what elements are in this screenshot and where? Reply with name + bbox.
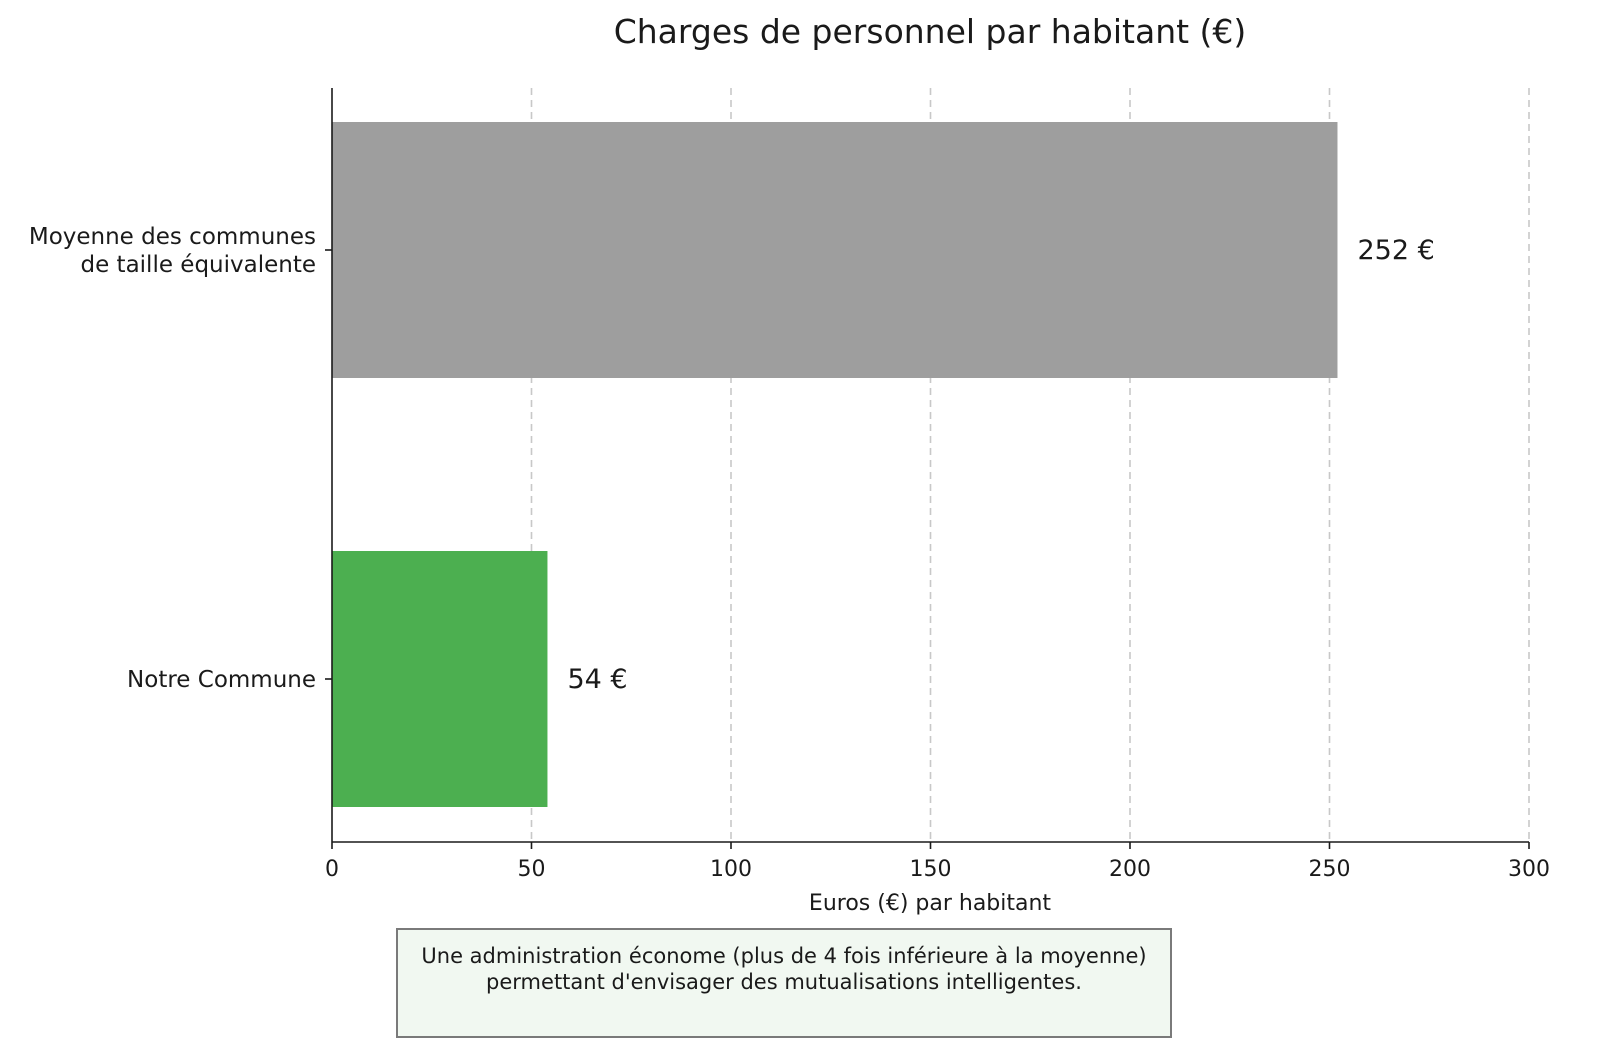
annotation-line-2: permettant d'envisager des mutualisation…	[486, 970, 1082, 994]
bar-0	[332, 122, 1338, 378]
x-tick-label-300: 300	[1508, 857, 1550, 882]
category-label-1-0: Notre Commune	[127, 667, 316, 693]
annotation-line-1: Une administration économe (plus de 4 fo…	[421, 944, 1147, 968]
value-label-0: 252 €	[1357, 235, 1434, 266]
chart-title: Charges de personnel par habitant (€)	[614, 12, 1247, 51]
x-axis-title: Euros (€) par habitant	[809, 891, 1052, 916]
bar-1	[332, 551, 548, 807]
category-label-0-1: de taille équivalente	[80, 252, 316, 278]
x-tick-label-50: 50	[518, 857, 546, 882]
value-label-1: 54 €	[567, 664, 627, 695]
category-label-0-0: Moyenne des communes	[29, 224, 316, 250]
x-tick-labels: 0 50 100 150 200 250 300	[325, 857, 1550, 882]
axes	[325, 88, 1530, 849]
annotation-box: Une administration économe (plus de 4 fo…	[396, 928, 1172, 1038]
x-tick-label-100: 100	[710, 857, 752, 882]
value-labels: 252 € 54 €	[567, 235, 1434, 695]
bars	[332, 122, 1338, 807]
x-tick-label-250: 250	[1309, 857, 1351, 882]
x-tick-label-0: 0	[325, 857, 339, 882]
x-tick-label-150: 150	[910, 857, 952, 882]
x-tick-label-200: 200	[1109, 857, 1151, 882]
